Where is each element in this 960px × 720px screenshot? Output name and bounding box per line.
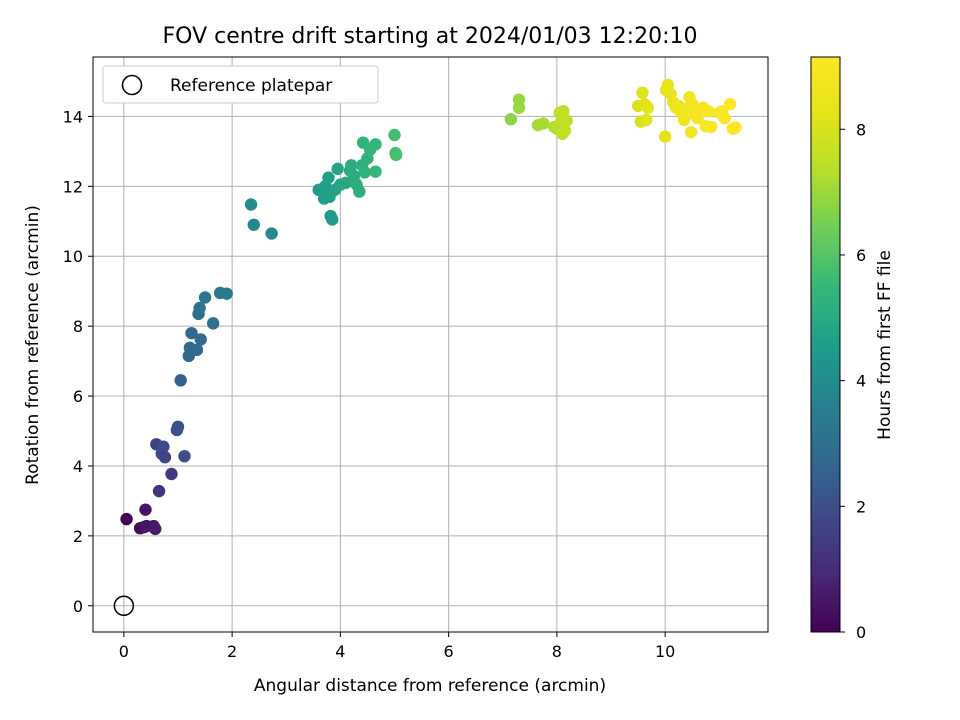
data-point xyxy=(185,326,198,340)
data-point xyxy=(158,451,172,464)
data-point xyxy=(702,104,715,118)
x-tick-label: 2 xyxy=(227,642,237,661)
colorbar: 0 2 4 6 8 Hours from first FF file xyxy=(810,56,895,642)
data-point xyxy=(165,467,178,481)
data-point xyxy=(353,185,366,198)
colorbar-tick-label: 6 xyxy=(856,246,866,265)
legend-box xyxy=(102,65,379,104)
data-point xyxy=(339,176,352,190)
data-point xyxy=(190,343,204,357)
data-point xyxy=(658,130,672,143)
x-axis-ticks: 0 2 4 6 8 10 xyxy=(119,632,675,661)
data-point xyxy=(677,113,691,127)
data-point xyxy=(640,113,653,127)
x-tick-label: 4 xyxy=(335,642,345,661)
data-point xyxy=(326,213,339,226)
data-point xyxy=(557,104,570,118)
data-point xyxy=(729,121,742,134)
y-axis-ticks: 0 2 4 6 8 10 12 14 xyxy=(63,107,93,616)
data-point xyxy=(194,333,207,346)
x-tick-label: 0 xyxy=(119,642,129,661)
x-tick-label: 10 xyxy=(655,642,675,661)
y-axis-label: Rotation from reference (arcmin) xyxy=(23,205,43,485)
data-point xyxy=(369,165,382,178)
y-tick-label: 8 xyxy=(73,317,83,336)
data-point xyxy=(560,114,573,127)
data-point xyxy=(718,111,731,125)
colorbar-tick-label: 4 xyxy=(856,372,866,391)
y-tick-label: 6 xyxy=(73,387,83,406)
data-point xyxy=(388,128,401,142)
y-tick-label: 4 xyxy=(73,457,83,476)
data-point xyxy=(322,171,335,184)
data-point xyxy=(358,166,371,179)
data-point xyxy=(149,522,162,536)
x-tick-label: 8 xyxy=(552,642,562,661)
data-point xyxy=(636,86,649,99)
data-point xyxy=(389,148,403,162)
data-point xyxy=(512,101,526,114)
data-points xyxy=(120,78,742,536)
data-point xyxy=(504,113,518,126)
data-point xyxy=(704,120,718,134)
data-point xyxy=(331,162,344,176)
data-point xyxy=(641,101,655,114)
data-point xyxy=(157,440,170,453)
x-tick-label: 6 xyxy=(444,642,454,661)
data-point xyxy=(120,512,133,526)
colorbar-tick-label: 2 xyxy=(856,497,866,516)
y-tick-label: 0 xyxy=(73,597,83,616)
data-point xyxy=(220,287,233,300)
data-point xyxy=(178,449,191,463)
colorbar-ticks: 0 2 4 6 8 xyxy=(840,120,866,642)
data-point xyxy=(344,159,358,172)
reference-point-marker xyxy=(113,595,135,617)
data-point xyxy=(558,124,572,137)
y-tick-label: 2 xyxy=(73,527,83,546)
data-point xyxy=(247,218,260,231)
data-point xyxy=(198,291,212,304)
data-point xyxy=(206,317,220,330)
colorbar-frame xyxy=(810,56,841,633)
y-tick-label: 14 xyxy=(63,107,83,126)
data-point xyxy=(174,374,187,387)
colorbar-tick-label: 0 xyxy=(856,623,866,642)
data-point xyxy=(265,227,278,240)
x-axis-label: Angular distance from reference (arcmin) xyxy=(254,676,606,696)
data-point xyxy=(723,97,737,111)
colorbar-label: Hours from first FF file xyxy=(875,250,895,440)
data-point xyxy=(152,484,166,498)
legend: Reference platepar xyxy=(102,65,379,104)
data-point xyxy=(139,503,152,516)
data-point xyxy=(171,420,185,434)
data-point xyxy=(244,198,258,211)
y-tick-label: 10 xyxy=(63,247,83,266)
colorbar-gradient xyxy=(811,57,840,632)
legend-entry: Reference platepar xyxy=(170,76,332,96)
y-tick-label: 12 xyxy=(63,177,83,196)
plot-frame xyxy=(92,56,769,633)
data-point xyxy=(193,301,206,315)
data-point xyxy=(369,138,382,151)
data-point xyxy=(684,125,698,139)
grid-lines xyxy=(93,57,768,632)
data-point xyxy=(537,117,550,130)
legend-marker xyxy=(121,74,143,96)
chart-title: FOV centre drift starting at 2024/01/03 … xyxy=(163,24,698,49)
colorbar-tick-label: 8 xyxy=(856,120,866,139)
